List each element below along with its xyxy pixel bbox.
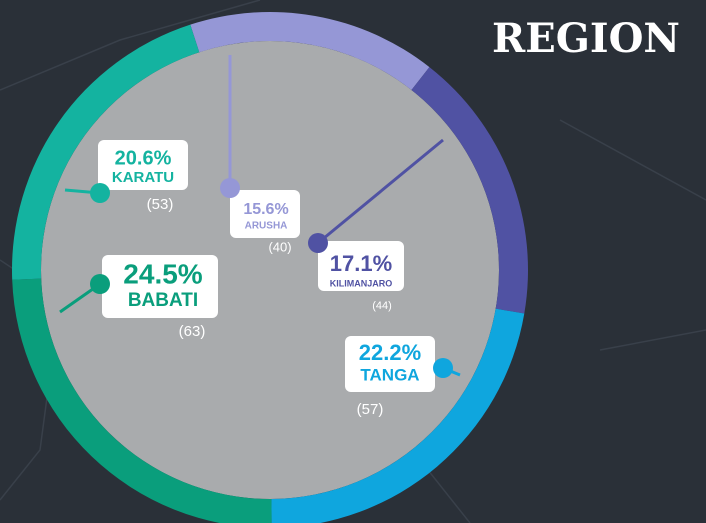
region-name: ARUSHA [245, 221, 288, 232]
region-name: KARATU [112, 169, 174, 186]
label-box [230, 190, 300, 238]
donut-segment [12, 278, 272, 523]
percent-label: 15.6% [243, 201, 288, 218]
region-name: BABATI [128, 290, 198, 311]
callout-line [317, 138, 444, 245]
label-box [98, 140, 188, 190]
donut-segment [411, 67, 528, 314]
donut-segment [271, 308, 525, 523]
count-label: (63) [179, 323, 206, 340]
percent-label: 17.1% [330, 251, 392, 276]
donut-segment [190, 12, 430, 90]
label-box [345, 336, 435, 392]
callout-dot [433, 358, 453, 378]
region-name: KILIMANJARO [330, 278, 393, 288]
callout-dot [220, 178, 240, 198]
count-label: (44) [372, 300, 392, 312]
count-label: (53) [147, 196, 174, 213]
callout-dot [90, 274, 110, 294]
label-box [102, 255, 218, 318]
percent-label: 22.2% [359, 340, 421, 365]
count-label: (57) [357, 401, 384, 418]
label-box [318, 241, 404, 291]
donut-segment [11, 24, 200, 280]
region-name: TANGA [360, 365, 419, 384]
callout-dot [90, 183, 110, 203]
percent-label: 20.6% [115, 147, 172, 169]
callout-dot [308, 233, 328, 253]
percent-label: 24.5% [123, 258, 202, 289]
chart-title: REGION [492, 15, 680, 62]
count-label: (40) [268, 239, 291, 254]
